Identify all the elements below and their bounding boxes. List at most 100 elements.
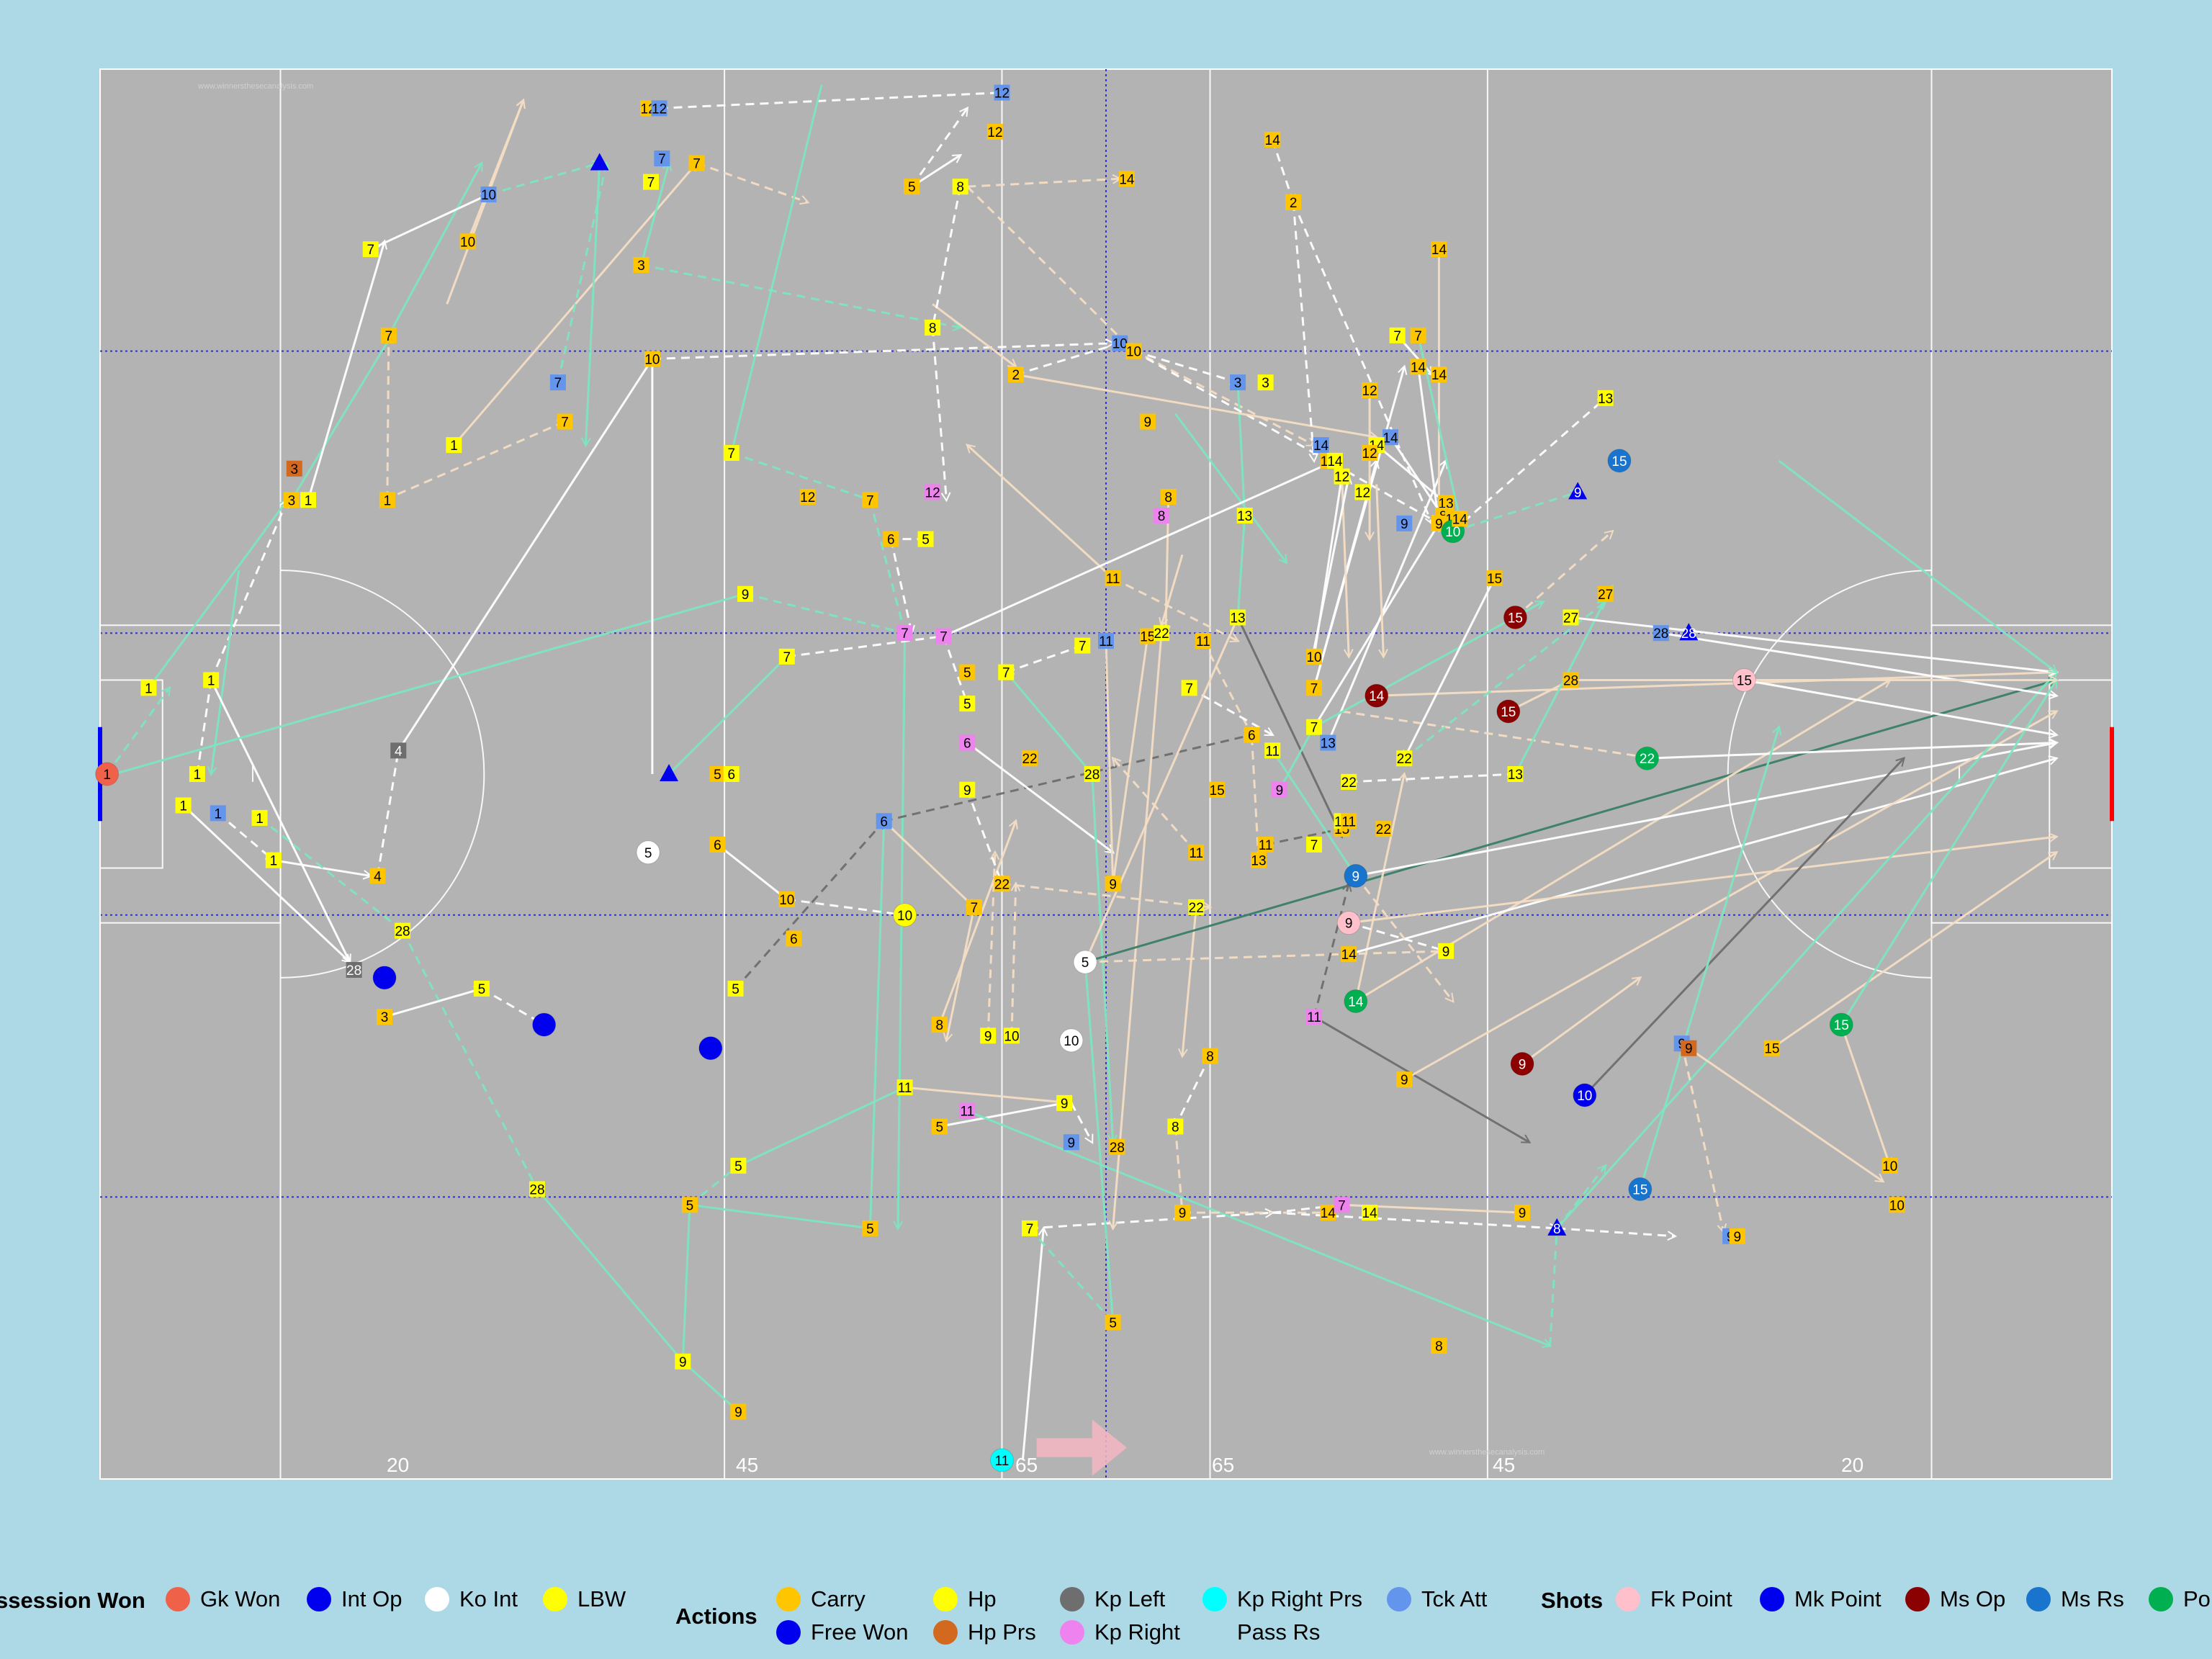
watermark-top: www.winnersthesecanalysis.com: [197, 82, 313, 91]
event-marker: 9: [1396, 515, 1413, 532]
event-label: 1: [384, 493, 392, 508]
event-label: 7: [727, 446, 735, 462]
legend-label: Mk Point: [1794, 1586, 1881, 1611]
pass-arrow: [1744, 678, 2056, 734]
event-label: 5: [922, 533, 930, 548]
event-marker: 5: [1073, 950, 1097, 974]
event-shape: [709, 836, 726, 853]
event-shape: [189, 766, 205, 782]
event-marker: 3: [1257, 374, 1274, 391]
event-marker: 10: [1059, 1028, 1084, 1053]
event-shape: [1154, 508, 1170, 524]
pass-arrow: [943, 461, 1335, 637]
pass-arrow: [1349, 837, 2056, 925]
event-shape: [1729, 1228, 1745, 1244]
event-label: 3: [381, 1010, 389, 1025]
legend-item-int-op: Int Op: [307, 1586, 402, 1612]
event-shape: [1105, 876, 1121, 892]
legend-marker: [1060, 1587, 1084, 1611]
event-marker: 3: [283, 492, 300, 508]
event-marker: 11: [1195, 633, 1211, 649]
event-label: 15: [1140, 630, 1155, 645]
event-label: 9: [1401, 517, 1408, 532]
event-marker: 9: [1056, 1094, 1073, 1112]
pass-arrow: [307, 241, 385, 500]
pass-arrow: [667, 657, 787, 775]
event-marker: 9: [675, 1353, 691, 1370]
event-label: 11: [1307, 1010, 1321, 1025]
legend-item-gk-won: Gk Won: [166, 1586, 280, 1612]
event-marker: 7: [362, 241, 379, 258]
event-shape: [251, 809, 268, 826]
event-marker: 11: [1188, 844, 1205, 861]
legend-label: Kp Right Prs: [1237, 1586, 1363, 1611]
event-marker: 7: [778, 648, 795, 665]
event-label: 3: [1234, 376, 1242, 391]
pass-arrow: [401, 930, 537, 1190]
event-label: 7: [1026, 1222, 1034, 1237]
pass-arrow: [1570, 616, 2056, 672]
legend-label: LBW: [577, 1586, 626, 1611]
pass-arrow: [1236, 616, 1342, 837]
legend-item-ko-int: Ko Int: [425, 1586, 518, 1612]
event-marker: 8: [1160, 488, 1177, 505]
event-label: 12: [925, 485, 940, 500]
pass-arrow: [1375, 484, 1384, 657]
pass-arrow: [939, 1103, 1064, 1128]
event-shape: [1188, 844, 1205, 860]
event-marker: 14: [1431, 241, 1447, 258]
pass-arrow: [786, 637, 944, 658]
event-shape: [532, 1012, 557, 1037]
pass-arrow: [1840, 680, 2056, 1025]
event-shape: [1354, 484, 1371, 500]
event-shape: [1514, 1205, 1531, 1221]
pass-arrow: [966, 186, 1133, 351]
event-marker: 9: [1681, 1040, 1697, 1057]
event-shape: [1763, 1040, 1780, 1056]
event-label: 14: [1411, 360, 1426, 375]
event-shape: [959, 781, 976, 798]
event-shape: [480, 186, 497, 203]
event-label: 11: [1265, 744, 1280, 759]
event-shape: [1336, 911, 1361, 935]
pass-arrow: [387, 163, 482, 336]
event-marker: 5: [473, 981, 490, 997]
pass-arrow: [690, 1205, 871, 1230]
legend-label: Kp Left: [1094, 1586, 1166, 1611]
event-label: 7: [1310, 838, 1318, 853]
event-label: 22: [1397, 752, 1412, 767]
pass-arrow: [1028, 1227, 1113, 1323]
pass-arrow: [210, 500, 287, 681]
event-shape: [380, 327, 397, 343]
event-marker: 12: [651, 100, 667, 117]
event-marker: 6: [723, 766, 739, 783]
pass-arrow: [911, 156, 960, 188]
event-shape: [1105, 1314, 1121, 1331]
event-marker: 9: [1063, 1134, 1079, 1151]
event-label: 6: [887, 533, 895, 548]
pass-arrow: [106, 688, 170, 775]
event-label: 14: [1321, 1206, 1336, 1221]
event-shape: [1271, 781, 1287, 798]
event-marker: 6: [883, 531, 899, 548]
event-shape: [651, 100, 667, 117]
event-marker: 14: [1313, 437, 1329, 454]
event-shape: [681, 1197, 698, 1213]
event-shape: [727, 981, 744, 997]
event-marker: 14: [1341, 946, 1357, 963]
event-marker: 7: [998, 664, 1015, 681]
event-label: 1: [450, 439, 458, 454]
event-label: 6: [714, 838, 721, 853]
event-label: 8: [935, 1018, 943, 1033]
event-marker: 1: [265, 852, 282, 869]
event-marker: 28: [1109, 1138, 1125, 1156]
event-shape: [372, 966, 397, 990]
event-label: 14: [1431, 368, 1447, 383]
event-label: 3: [637, 258, 645, 274]
event-shape: [1174, 1205, 1190, 1221]
event-label: 13: [1598, 392, 1613, 407]
event-label: 5: [686, 1198, 694, 1213]
pass-arrow: [682, 1360, 738, 1412]
pass-arrow: [932, 186, 962, 328]
event-shape: [1362, 382, 1378, 398]
